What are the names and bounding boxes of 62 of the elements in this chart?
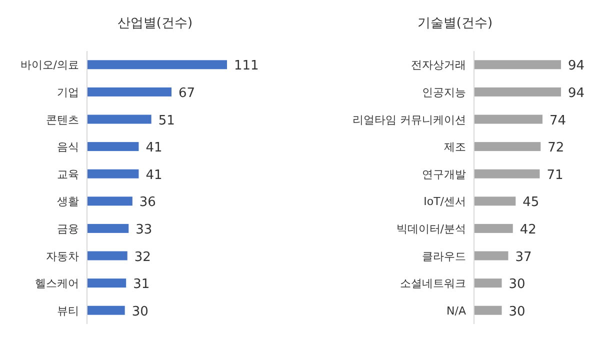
y-tick-label: 소셜네트워크 [400,277,466,290]
bar [474,196,516,206]
data-label: 31 [133,277,150,292]
data-label: 94 [568,86,585,101]
data-label: 41 [146,168,162,183]
data-label: 111 [234,58,259,74]
bar [87,60,227,70]
y-tick-label: 뷰티 [57,304,79,318]
data-label: 30 [508,304,526,320]
y-tick-label: 인공지능 [422,86,466,99]
bar [474,306,502,315]
y-tick-label: 클라우드 [422,250,466,263]
y-tick-label: 빅데이터/분석 [396,222,466,236]
data-label: 33 [136,222,152,238]
data-label: 72 [548,140,564,156]
data-label: 41 [146,140,162,156]
bar [87,169,139,178]
chart-title: 기술별(건수) [417,16,493,31]
data-label: 42 [520,222,536,238]
y-tick-label: IoT/센서 [424,195,466,208]
bar [87,251,128,260]
y-tick-label: 제조 [444,140,466,154]
bar [87,87,172,96]
data-label: 30 [508,277,526,292]
bar [87,224,129,233]
bar [87,306,125,315]
y-tick-label: 교육 [57,168,79,181]
bar [474,224,513,233]
y-tick-label: 헬스케어 [35,277,79,290]
y-tick-label: 연구개발 [422,168,466,181]
bar [87,114,152,124]
y-tick-label: 기업 [57,86,79,99]
y-tick-label: 자동차 [46,250,79,263]
bar [474,142,541,152]
data-label: 71 [546,168,564,183]
data-label: 30 [132,304,148,320]
bar [474,251,508,260]
bar [474,87,561,96]
data-label: 51 [158,113,175,128]
y-tick-label: N/A [446,304,466,318]
bar [87,142,139,152]
y-tick-label: 리얼타임 커뮤니케이션 [352,113,466,126]
data-label: 36 [139,195,156,210]
y-tick-label: 금융 [57,222,79,236]
y-tick-label: 바이오/의료 [20,58,79,72]
data-label: 37 [515,250,532,265]
data-label: 32 [134,250,151,265]
y-tick-label: 전자상거래 [411,58,466,72]
bar [474,60,561,70]
bar [87,278,126,288]
data-label: 94 [568,58,585,74]
data-label: 67 [178,86,196,101]
bar [87,196,132,206]
bar [474,169,540,178]
data-label: 74 [549,113,566,128]
y-tick-label: 생활 [57,195,79,208]
chart-title: 산업별(건수) [117,16,193,31]
data-label: 45 [522,195,540,210]
y-tick-label: 음식 [57,140,79,154]
bar [474,278,502,288]
bar [474,114,542,124]
y-tick-label: 콘텐츠 [46,113,79,126]
